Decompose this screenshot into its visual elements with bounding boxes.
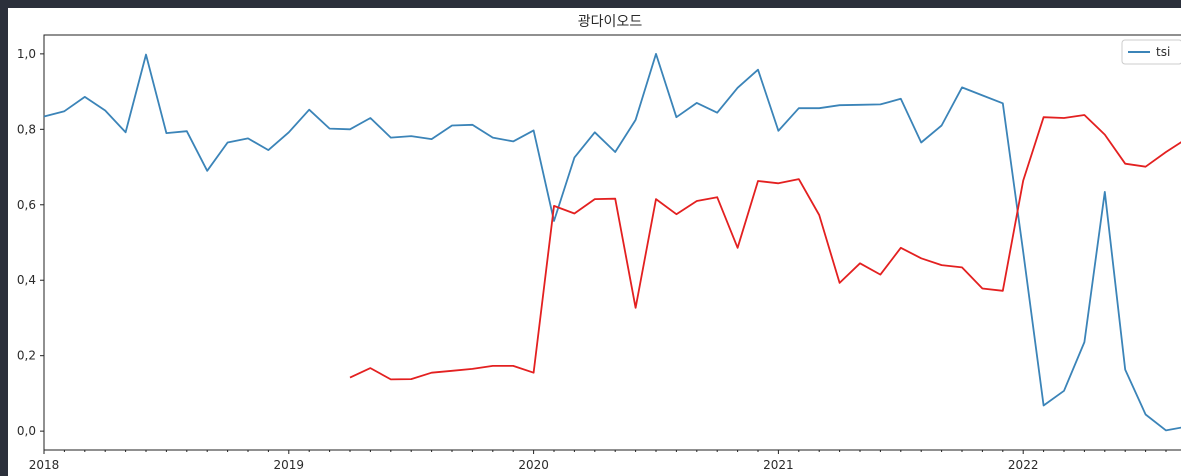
series-line-tsi [43, 53, 1181, 432]
y-tick-label: 1,0 [17, 47, 36, 61]
series-layer [43, 53, 1181, 432]
y-axis: 0,0 0,2 0,4 0,6 0,8 1,0 [17, 47, 44, 438]
legend: tsi [1121, 39, 1181, 65]
legend-box [1121, 39, 1181, 65]
x-axis: 2018 2019 2020 2021 2022 [29, 450, 1167, 472]
axes-frame [43, 34, 1181, 451]
legend-label-tsi: tsi [1156, 45, 1170, 59]
series-line-series-2 [349, 114, 1181, 381]
y-tick-label: 0,0 [17, 424, 36, 438]
x-tick-label: 2021 [763, 458, 794, 472]
y-tick-label: 0,6 [17, 198, 36, 212]
x-tick-label: 2018 [29, 458, 60, 472]
y-tick-label: 0,4 [17, 273, 36, 287]
x-tick-label: 2019 [274, 458, 305, 472]
y-tick-label: 0,2 [17, 349, 36, 363]
y-tick-label: 0,8 [17, 122, 36, 136]
chart-title: 광다이오드 [578, 14, 643, 30]
plot-area [8, 8, 1181, 476]
x-tick-label: 2020 [518, 458, 549, 472]
x-tick-label: 2022 [1008, 458, 1039, 472]
